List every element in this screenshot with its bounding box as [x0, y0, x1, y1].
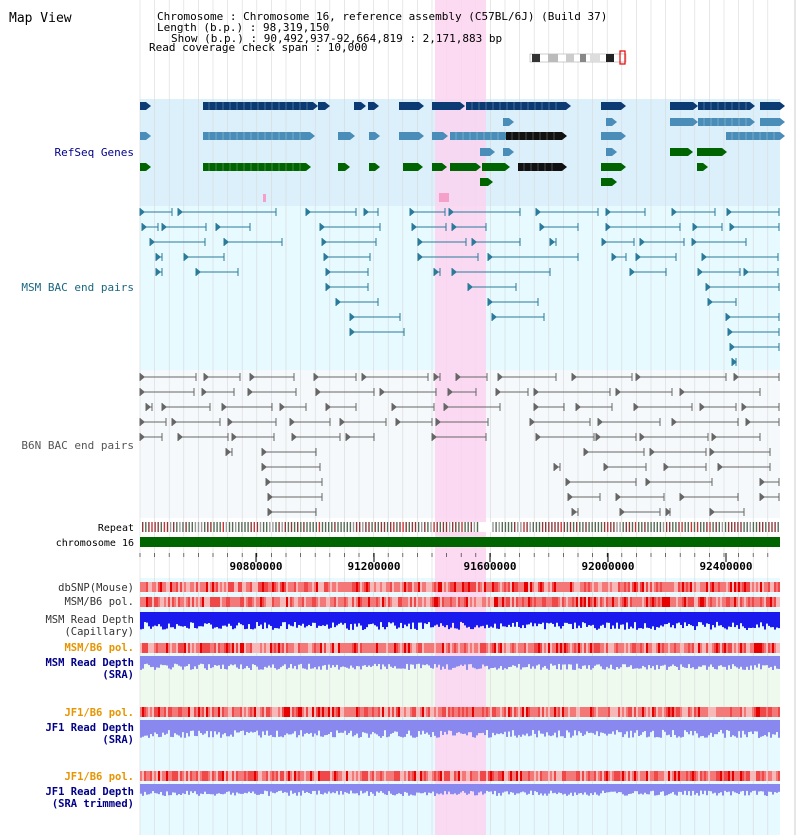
- gene-block[interactable]: [432, 102, 460, 110]
- gene-block[interactable]: [697, 148, 722, 156]
- gene-block[interactable]: [480, 178, 488, 186]
- gene-block[interactable]: [403, 163, 418, 171]
- gene-block[interactable]: [503, 118, 509, 126]
- gene-block[interactable]: [606, 148, 612, 156]
- label-msm-depth-sra-1: MSM Read Depth: [45, 657, 134, 669]
- gene-block[interactable]: [606, 118, 612, 126]
- gene-block[interactable]: [601, 178, 612, 186]
- label-msm-depth-sra-2: (SRA): [102, 669, 134, 681]
- gene-block[interactable]: [432, 163, 442, 171]
- gene-block[interactable]: [140, 163, 146, 171]
- gene-block[interactable]: [140, 102, 146, 110]
- gene-block[interactable]: [698, 118, 750, 126]
- refseq-genes-track[interactable]: [140, 102, 785, 202]
- label-repeat: Repeat: [98, 523, 134, 534]
- chromosome-bar[interactable]: [140, 537, 780, 547]
- label-jf1-b6-pol-2: JF1/B6 pol.: [64, 771, 134, 783]
- ruler-tick-label: 92400000: [700, 560, 753, 573]
- gene-block[interactable]: [670, 102, 693, 110]
- gene-block[interactable]: [670, 118, 693, 126]
- position-ruler: 90800000 91200000 91600000 92000000 92400000: [139, 553, 769, 573]
- info-coverage-span: Read coverage check span : 10,000: [149, 41, 368, 54]
- ruler-tick-label: 90800000: [230, 560, 283, 573]
- heatmap-tracks[interactable]: [140, 582, 780, 781]
- ideogram-position-marker: [619, 50, 626, 65]
- read-depth-tracks[interactable]: [140, 612, 780, 796]
- gene-block[interactable]: [338, 163, 345, 171]
- ruler-tick-label: 91600000: [464, 560, 517, 573]
- gene-block[interactable]: [466, 102, 566, 110]
- gene-block[interactable]: [369, 132, 375, 140]
- ruler-tick-label: 92000000: [582, 560, 635, 573]
- label-msm-depth-cap-2: (Capillary): [64, 626, 134, 638]
- gene-block[interactable]: [399, 132, 419, 140]
- gene-block[interactable]: [518, 163, 562, 171]
- info-show-range: Show (b.p.) : 90,492,937-92,664,819 : 2,…: [171, 32, 502, 45]
- gene-block[interactable]: [601, 163, 621, 171]
- gene-block[interactable]: [140, 132, 146, 140]
- chromosome-ideogram[interactable]: [529, 50, 627, 65]
- gene-block[interactable]: [318, 102, 325, 110]
- gene-block[interactable]: [601, 102, 621, 110]
- gene-block[interactable]: [480, 148, 490, 156]
- gene-block[interactable]: [369, 163, 375, 171]
- label-chromosome: chromosome 16: [56, 538, 134, 549]
- gene-block[interactable]: [697, 163, 703, 171]
- gene-block[interactable]: [368, 102, 374, 110]
- info-length: Length (b.p.) : 98,319,150: [157, 21, 329, 34]
- gene-block[interactable]: [399, 102, 419, 110]
- label-jf1-depth-trim-2: (SRA trimmed): [52, 798, 134, 810]
- gene-block[interactable]: [760, 118, 780, 126]
- label-msm-bac[interactable]: MSM BAC end pairs: [21, 281, 134, 294]
- gene-block[interactable]: [450, 163, 476, 171]
- label-refseq-genes[interactable]: RefSeq Genes: [55, 146, 134, 159]
- label-jf1-b6-pol: JF1/B6 pol.: [64, 707, 134, 719]
- ruler-tick-label: 91200000: [348, 560, 401, 573]
- b6n-bac-track[interactable]: [139, 373, 780, 516]
- gene-block[interactable]: [670, 148, 688, 156]
- gene-block[interactable]: [338, 132, 350, 140]
- label-msm-b6-pol-2: MSM/B6 pol.: [64, 642, 134, 654]
- label-b6n-bac[interactable]: B6N BAC end pairs: [21, 439, 134, 452]
- gene-block[interactable]: [450, 132, 505, 140]
- gene-block[interactable]: [482, 163, 505, 171]
- gene-block[interactable]: [760, 102, 780, 110]
- gene-block[interactable]: [432, 132, 443, 140]
- label-msm-b6-pol: MSM/B6 pol.: [64, 596, 134, 608]
- label-jf1-depth-sra-2: (SRA): [102, 734, 134, 746]
- page-title: Map View: [9, 11, 72, 26]
- gene-block[interactable]: [506, 132, 562, 140]
- gene-block[interactable]: [698, 102, 750, 110]
- label-msm-depth-cap-1: MSM Read Depth: [45, 614, 134, 626]
- gene-block[interactable]: [203, 163, 306, 171]
- gene-block[interactable]: [203, 132, 310, 140]
- gene-block[interactable]: [601, 132, 621, 140]
- gene-block[interactable]: [503, 148, 509, 156]
- msm-bac-track[interactable]: [139, 208, 780, 366]
- info-chromosome: Chromosome : Chromosome 16, reference as…: [157, 10, 607, 23]
- repeat-track[interactable]: [142, 522, 779, 532]
- gene-block[interactable]: [354, 102, 361, 110]
- label-dbsnp: dbSNP(Mouse): [58, 582, 134, 594]
- label-jf1-depth-sra-1: JF1 Read Depth: [45, 722, 134, 734]
- label-jf1-depth-trim-1: JF1 Read Depth: [45, 786, 134, 798]
